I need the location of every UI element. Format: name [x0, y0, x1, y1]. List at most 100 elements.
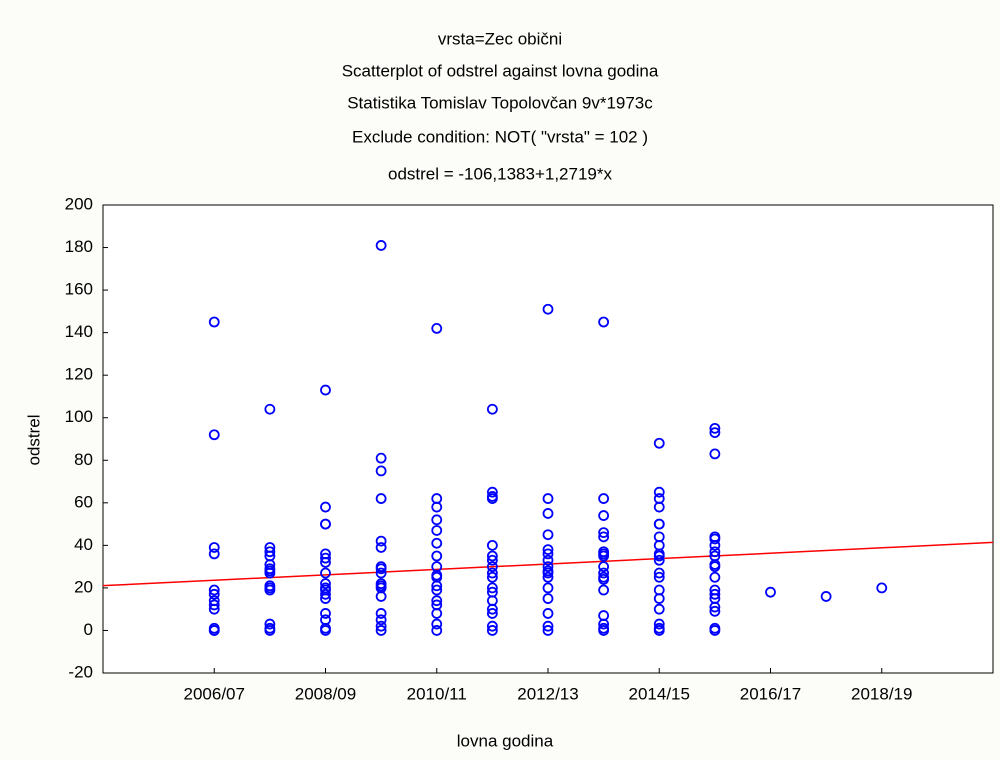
x-tick-label: 2012/13 — [517, 684, 578, 703]
point — [375, 563, 387, 575]
point — [375, 625, 387, 636]
point — [264, 567, 276, 579]
x-tick-label: 2014/15 — [629, 684, 690, 703]
point — [264, 584, 276, 596]
point — [320, 608, 331, 619]
point — [264, 625, 276, 636]
point — [653, 518, 665, 530]
point — [208, 316, 220, 328]
point — [653, 486, 665, 498]
point — [208, 599, 220, 611]
point — [709, 533, 721, 545]
point — [598, 316, 610, 328]
point — [653, 618, 665, 630]
point — [431, 595, 443, 607]
point — [709, 571, 721, 583]
x-tick-label: 2010/11 — [407, 684, 467, 703]
point — [431, 625, 443, 636]
point — [486, 493, 498, 504]
point — [431, 550, 443, 562]
point — [598, 527, 610, 538]
point — [486, 561, 498, 573]
point — [542, 548, 554, 560]
point — [431, 537, 443, 549]
point — [208, 542, 220, 553]
subtitle: odstrel = -106,1383+1,2719*x — [388, 164, 613, 183]
y-tick-label: 160 — [65, 280, 93, 299]
point — [486, 571, 498, 583]
point — [709, 448, 721, 460]
y-tick-label: 40 — [74, 535, 93, 554]
y-tick-label: 120 — [65, 365, 93, 384]
point — [653, 567, 665, 579]
point — [486, 582, 498, 594]
point — [653, 437, 665, 449]
point — [653, 593, 665, 604]
point — [320, 578, 331, 590]
point — [431, 501, 443, 513]
point — [264, 403, 276, 415]
point — [598, 625, 610, 636]
point — [208, 584, 220, 596]
point — [542, 582, 554, 594]
point — [598, 574, 610, 585]
y-tick-label: 100 — [65, 407, 93, 426]
point — [320, 384, 331, 396]
point — [208, 603, 220, 615]
y-tick-label: 200 — [65, 194, 93, 213]
x-axis-label: lovna godina — [457, 731, 554, 750]
point — [542, 544, 554, 556]
point — [653, 571, 665, 583]
point — [320, 625, 331, 636]
point — [542, 561, 554, 573]
point — [486, 550, 498, 562]
point — [375, 591, 387, 602]
point — [598, 550, 610, 562]
point — [709, 605, 721, 617]
y-tick-label: 0 — [84, 620, 93, 639]
subtitle: Statistika Tomislav Topolovčan 9v*1973c — [347, 93, 653, 112]
point — [542, 608, 554, 619]
point — [542, 567, 554, 579]
point — [320, 588, 331, 600]
point — [264, 618, 276, 630]
point — [542, 554, 554, 566]
point — [486, 403, 498, 415]
point — [320, 518, 331, 530]
point — [542, 620, 554, 632]
y-axis-label: odstrel — [24, 414, 43, 465]
point — [320, 593, 331, 604]
point — [208, 429, 220, 441]
point — [431, 322, 443, 334]
point — [598, 567, 610, 579]
point — [709, 427, 721, 439]
point — [431, 514, 443, 526]
point — [542, 593, 554, 604]
point — [431, 584, 443, 596]
point — [542, 303, 554, 315]
point — [486, 486, 498, 498]
point — [598, 618, 610, 630]
point — [876, 582, 888, 594]
point — [598, 561, 610, 573]
point — [208, 548, 220, 560]
y-tick-label: -20 — [68, 662, 93, 681]
point — [431, 580, 443, 592]
y-tick-label: 20 — [74, 577, 93, 596]
point — [542, 508, 554, 519]
point — [431, 618, 443, 630]
point — [653, 603, 665, 615]
plot-area — [102, 204, 994, 674]
point — [486, 567, 498, 579]
point — [542, 625, 554, 636]
point — [598, 531, 610, 543]
point — [375, 465, 387, 477]
subtitle: Scatterplot of odstrel against lovna god… — [342, 61, 659, 80]
point — [709, 561, 721, 573]
point — [320, 556, 331, 568]
point — [375, 608, 387, 619]
point — [709, 546, 721, 558]
x-tick-label: 2018/19 — [851, 684, 912, 703]
point — [486, 554, 498, 566]
point — [709, 625, 721, 636]
